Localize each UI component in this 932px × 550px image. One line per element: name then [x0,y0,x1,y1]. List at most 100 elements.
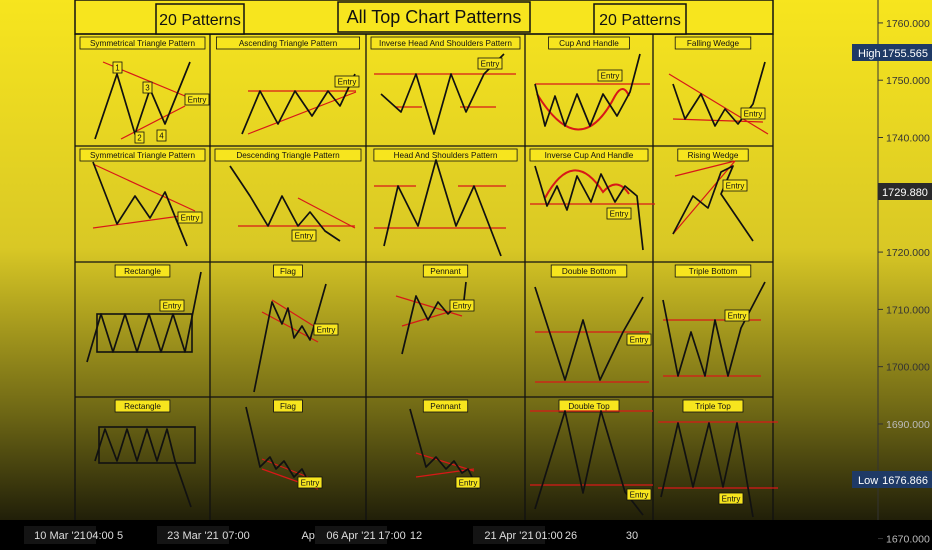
pattern-price-line [229,165,341,242]
left-badge: 20 Patterns [159,12,241,29]
pattern-name: Inverse Cup And Handle [545,151,634,160]
price-tick-label: 1740.000 [886,133,930,145]
pattern-cell: Triple Bottom Entry [662,264,766,377]
pattern-level-line [415,468,475,478]
entry-box [722,179,748,192]
time-axis-label: 23 Mar '21 [167,530,219,542]
pattern-level-line [120,105,186,140]
time-axis-label: 21 Apr '21 [484,530,533,542]
pattern-name-box [558,399,620,413]
entry-box [159,299,185,312]
patterns-layer: Symmetrical Triangle Pattern Entry 1 2 3 4 Asc… [79,36,778,518]
pattern-cell: Inverse Head And Shoulders Pattern Entry [370,36,521,135]
entry-label: Entry [295,232,314,241]
cup-curve [536,88,630,131]
high-tag-label: High [858,48,881,60]
time-axis-label: Apr [301,530,318,542]
pattern-name: Pennant [430,402,461,411]
pattern-cell: Triple Top Entry [658,399,778,518]
entry-box [334,75,360,88]
pattern-name-box [79,36,206,50]
pattern-name: Rising Wedge [688,151,739,160]
pattern-level-line [247,91,357,135]
pattern-name-box [114,399,171,413]
current-price-value: 1729.880 [882,187,928,199]
pattern-name: Ascending Triangle Pattern [239,39,338,48]
entry-label: Entry [601,72,620,81]
time-label-box [315,526,387,544]
pattern-level-line [297,197,356,229]
pattern-name: Flag [280,267,296,276]
pattern-name-box [422,264,469,278]
pattern-name: Triple Top [695,402,731,411]
pattern-name: Double Bottom [562,267,616,276]
entry-label: Entry [163,302,182,311]
pattern-name-box [529,148,649,162]
entry-label: Entry [481,60,500,69]
pattern-level-line [271,299,321,331]
pattern-name-box [373,148,518,162]
time-label-box [157,526,229,544]
pattern-name: Pennant [430,267,461,276]
time-axis-label: 01:00 [535,530,563,542]
entry-box [449,299,475,312]
pattern-level-line [395,295,463,317]
pattern-marker-box [156,129,167,142]
price-tick-label: 1710.000 [886,304,930,316]
time-axis-label: 12 [410,530,422,542]
entry-label: Entry [744,110,763,119]
entry-box [597,69,623,82]
entry-label: Entry [453,302,472,311]
pattern-cell: Cup And Handle Entry [534,36,650,131]
pattern-level-line [674,160,736,177]
entry-label: Entry [181,214,200,223]
pattern-name-box [550,264,628,278]
entry-label: Entry [630,336,649,345]
pattern-cell: Flag Entry [245,399,323,490]
time-axis-label: 07:00 [222,530,250,542]
pattern-cell: Rising Wedge Entry [672,148,754,242]
entry-label: Entry [188,96,207,105]
pattern-name: Symmetrical Triangle Pattern [90,151,196,160]
time-axis-label: 26 [565,530,577,542]
pattern-name-box [114,264,171,278]
entry-label: Entry [728,312,747,321]
pattern-name-box [273,399,303,413]
pattern-price-line [241,73,356,135]
pattern-name: Descending Triangle Pattern [236,151,340,160]
pattern-cell: Flag Entry [253,264,339,393]
pattern-name: Cup And Handle [559,39,619,48]
inverse-cup-curve [544,169,630,199]
low-tag: Low 1676.866 [852,471,932,488]
pattern-cell: Head And Shoulders Pattern [373,148,518,257]
pattern-cell: Symmetrical Triangle Pattern Entry 1 2 3 4 [79,36,210,144]
pattern-cell: Descending Triangle Pattern Entry [214,148,362,242]
entry-box [740,107,766,120]
pattern-price-line [534,53,641,127]
pattern-name-box [422,399,469,413]
header: 20 Patterns All Top Chart Patterns 20 Pa… [155,1,687,35]
pattern-name: Head And Shoulders Pattern [394,151,498,160]
pattern-name-box [682,399,744,413]
current-price-box [878,183,932,200]
pattern-price-line [380,53,505,135]
price-tick-label: 1760.000 [886,18,930,30]
low-tag-box [852,471,932,488]
time-axis-label: 17:00 [378,530,406,542]
pattern-cell: Falling Wedge Entry [668,36,769,135]
pattern-price-line [92,161,188,247]
pattern-name: Rectangle [124,402,161,411]
price-tick-label: 1670.000 [886,534,930,546]
pattern-name-box [214,148,362,162]
entry-box [724,309,750,322]
pattern-price-line [383,159,502,257]
pattern-name-box [79,148,206,162]
pattern-cell: Rectangle [94,399,196,508]
time-axis: 10 Mar '21 04:00 5 23 Mar '21 07:00 Apr 06 Apr… [24,526,638,544]
pattern-level-line [92,163,196,212]
pattern-price-line [86,271,202,363]
pattern-name-box [273,264,303,278]
pattern-cell: Double Top Entry [530,399,653,516]
right-badge-box [593,3,687,35]
